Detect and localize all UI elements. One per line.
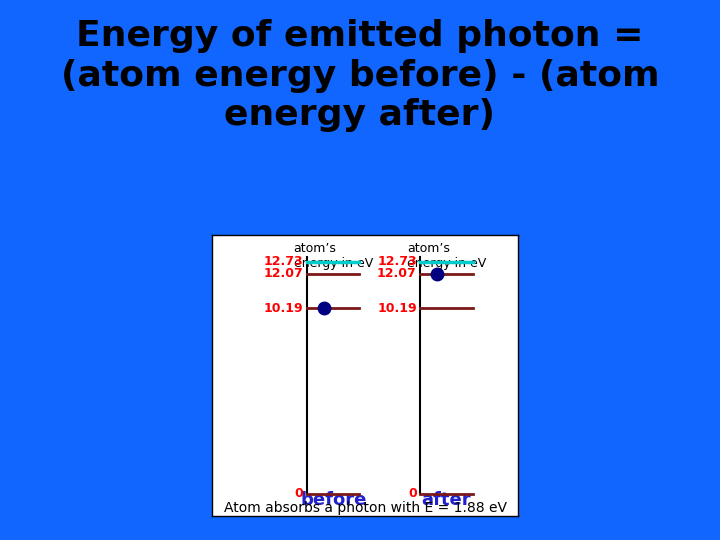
Text: 0: 0 [408,487,417,501]
Text: 0: 0 [294,487,304,501]
Text: Energy of emitted photon =
(atom energy before) - (atom
energy after): Energy of emitted photon = (atom energy … [60,19,660,132]
Text: 12.73: 12.73 [264,255,304,268]
Text: 10.19: 10.19 [264,301,304,314]
Text: 12.07: 12.07 [264,267,304,280]
Text: atom’s
energy in eV: atom’s energy in eV [407,242,486,270]
Text: after: after [422,491,472,509]
Text: 12.73: 12.73 [377,255,417,268]
Text: Atom absorbs a photon with E = 1.88 eV: Atom absorbs a photon with E = 1.88 eV [224,501,507,515]
Text: 12.07: 12.07 [377,267,417,280]
Text: before: before [300,491,366,509]
Text: atom’s
energy in eV: atom’s energy in eV [294,242,373,270]
Text: 10.19: 10.19 [377,301,417,314]
